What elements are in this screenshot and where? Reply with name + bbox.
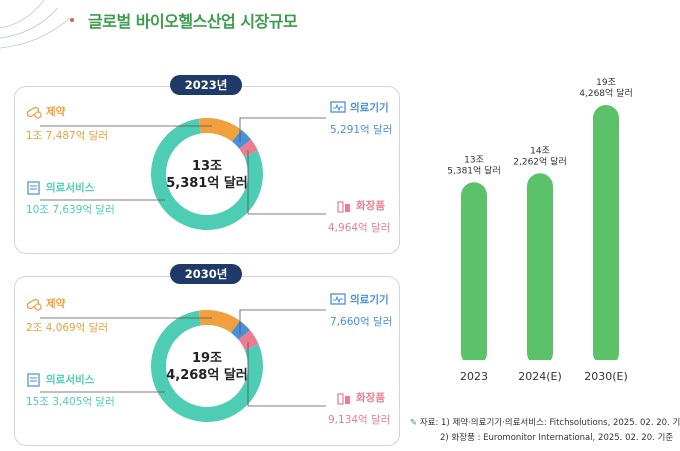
- segment-value: 9,134억 달러: [328, 414, 391, 426]
- bar-data-label: 14조: [530, 146, 550, 156]
- x-tick-label: 2023: [460, 370, 488, 383]
- segment-value: 2조 4,069억 달러: [26, 322, 109, 334]
- segment-cosmetics-2030: 화장품: [336, 390, 385, 405]
- segment-service-2023: 의료서비스: [26, 180, 94, 195]
- segment-name: 화장품: [356, 200, 385, 212]
- segment-name: 화장품: [356, 392, 385, 404]
- segment-service-2030: 의료서비스: [26, 372, 94, 387]
- monitor-icon: [330, 292, 346, 305]
- cosmetics-icon: [337, 392, 350, 405]
- pill-icon: [26, 298, 42, 311]
- page-title: 글로벌 바이오헬스산업 시장규모: [88, 12, 298, 31]
- segment-pharma-2030: 제약: [26, 296, 65, 311]
- segment-name: 의료기기: [350, 102, 389, 114]
- source-line-1: ✎ 자료: 1) 제약·의료기기·의료서비스: Fitchsolutions, …: [410, 416, 680, 431]
- segment-value: 10조 7,639억 달러: [26, 204, 115, 216]
- year-pill-2023: 2023년: [170, 75, 242, 95]
- x-tick-label: 2024(E): [518, 370, 562, 383]
- monitor-icon: [330, 100, 346, 113]
- bar-2023: [461, 182, 487, 366]
- donut-center-label-2030: 19조 4,268억 달러: [162, 350, 252, 384]
- segment-device-2030: 의료기기: [330, 292, 389, 307]
- source-icon: ✎: [410, 418, 418, 428]
- document-icon: [27, 180, 40, 195]
- source-line-2: 2) 화장품 : Euromonitor International, 2025…: [440, 433, 674, 443]
- segment-name: 제약: [46, 298, 66, 310]
- bar-data-label: 5,381억 달러: [447, 164, 500, 176]
- segment-name: 제약: [46, 106, 66, 118]
- pill-icon: [26, 106, 42, 119]
- segment-pharma-2023: 제약: [26, 104, 65, 119]
- segment-name: 의료기기: [350, 294, 389, 306]
- bar-data-label: 4,268억 달러: [579, 87, 632, 99]
- decorative-corner-arcs: [0, 0, 74, 49]
- donut-slice-pharma: [198, 310, 240, 333]
- segment-name: 의료서비스: [46, 182, 95, 194]
- segment-value: 5,291억 달러: [330, 124, 393, 136]
- segment-cosmetics-2023: 화장품: [336, 198, 385, 213]
- segment-value: 1조 7,487억 달러: [26, 130, 109, 142]
- center-total-line1: 19조: [191, 351, 223, 366]
- segment-value: 15조 3,405억 달러: [26, 396, 115, 408]
- cosmetics-icon: [337, 200, 350, 213]
- source-text-1: 자료: 1) 제약·의료기기·의료서비스: Fitchsolutions, 20…: [419, 418, 680, 428]
- x-tick-label: 2030(E): [584, 370, 628, 383]
- center-total-line2: 5,381억 달러: [166, 176, 248, 191]
- segment-device-2023: 의료기기: [330, 100, 389, 115]
- segment-value: 4,964억 달러: [328, 222, 391, 234]
- bar-data-label: 2,262억 달러: [513, 155, 566, 167]
- center-total-line1: 13조: [191, 159, 223, 174]
- segment-name: 의료서비스: [46, 374, 95, 386]
- center-total-line2: 4,268억 달러: [166, 368, 248, 383]
- donut-slice-pharma: [198, 118, 242, 142]
- donut-center-label-2023: 13조 5,381억 달러: [162, 158, 252, 192]
- segment-value: 7,660억 달러: [330, 316, 393, 328]
- bar-2024(E): [527, 173, 553, 366]
- source-note: ✎ 자료: 1) 제약·의료기기·의료서비스: Fitchsolutions, …: [410, 416, 680, 446]
- baseline-mask: [420, 360, 660, 368]
- document-icon: [27, 372, 40, 387]
- bar-2030(E): [593, 105, 619, 366]
- bar-data-label: 19조: [596, 78, 616, 88]
- bar-data-label: 13조: [464, 155, 484, 165]
- year-pill-2030: 2030년: [170, 264, 242, 284]
